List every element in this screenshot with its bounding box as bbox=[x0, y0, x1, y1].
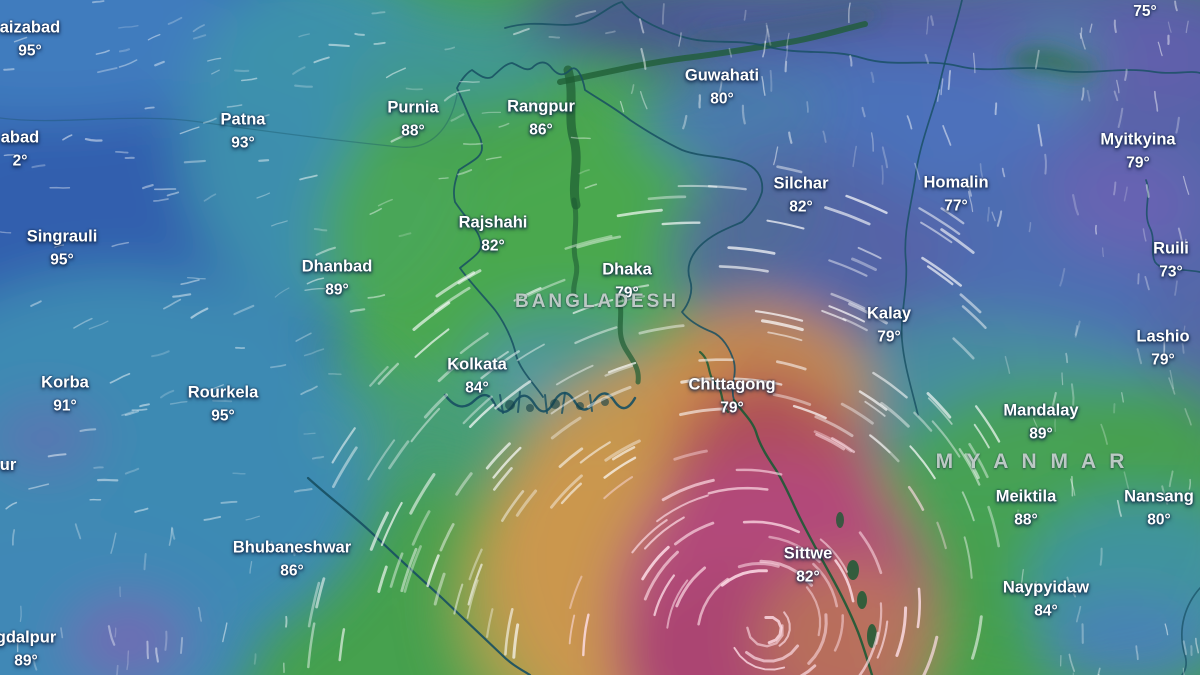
city-name: Dhanbad bbox=[301, 257, 373, 276]
city-label-bhubaneshwar[interactable]: Bhubaneshwar 86° bbox=[232, 538, 352, 579]
city-name: Meiktila bbox=[995, 487, 1057, 506]
city-temperature: 82° bbox=[796, 568, 820, 585]
city-label-rajshahi[interactable]: Rajshahi 82° bbox=[458, 213, 528, 254]
city-name: Naypyidaw bbox=[1002, 578, 1090, 597]
terrain-shading bbox=[689, 10, 1097, 78]
city-name: Kolkata bbox=[447, 355, 507, 374]
city-label-kalay[interactable]: Kalay 79° bbox=[866, 304, 912, 345]
city-label-ruili[interactable]: Ruili 73° bbox=[1153, 239, 1189, 280]
city-temperature: 89° bbox=[1029, 425, 1053, 442]
city-label-singrauli[interactable]: Singrauli 95° bbox=[26, 227, 98, 268]
city-name: Rangpur bbox=[507, 97, 575, 116]
city-name: Singrauli bbox=[26, 227, 98, 246]
city-label-gdalpur[interactable]: gdalpur 89° bbox=[0, 628, 57, 669]
city-label-naypyidaw[interactable]: Naypyidaw 84° bbox=[1002, 578, 1090, 619]
city-label-korba[interactable]: Korba 91° bbox=[41, 373, 89, 414]
city-temperature: 89° bbox=[14, 652, 38, 669]
city-name: aizabad bbox=[0, 18, 61, 37]
city-temperature: 86° bbox=[280, 562, 304, 579]
city-temperature: 79° bbox=[615, 284, 639, 301]
city-name: ur bbox=[0, 455, 17, 474]
city-temperature: 84° bbox=[1034, 602, 1058, 619]
city-label-myitkyina[interactable]: Myitkyina 79° bbox=[1100, 130, 1176, 171]
city-label-guwahati[interactable]: Guwahati 80° bbox=[684, 66, 760, 107]
city-label-ur[interactable]: ur bbox=[0, 457, 16, 474]
city-temperature: 79° bbox=[1126, 154, 1150, 171]
city-temperature: 73° bbox=[1159, 263, 1183, 280]
city-name: Purnia bbox=[387, 98, 439, 117]
city-name: Homalin bbox=[923, 173, 989, 192]
city-temperature: 95° bbox=[211, 407, 235, 424]
city-name: Patna bbox=[220, 110, 266, 129]
city-label-homalin[interactable]: Homalin 77° bbox=[923, 173, 989, 214]
city-temperature: 95° bbox=[50, 251, 74, 268]
city-label-aizabad[interactable]: aizabad 95° bbox=[0, 18, 61, 59]
city-name: Bhubaneshwar bbox=[232, 538, 352, 557]
city-temperature: 93° bbox=[231, 134, 255, 151]
city-label-rourkela[interactable]: Rourkela 95° bbox=[187, 383, 259, 424]
city-temperature: 79° bbox=[877, 328, 901, 345]
city-label-meiktila[interactable]: Meiktila 88° bbox=[995, 487, 1057, 528]
city-temperature: 88° bbox=[401, 122, 425, 139]
city-label-abad[interactable]: abad 2° bbox=[0, 128, 40, 169]
city-temperature: 86° bbox=[529, 121, 553, 138]
city-temperature: 79° bbox=[720, 399, 744, 416]
city-name: Dhaka bbox=[602, 260, 652, 279]
city-temperature: 79° bbox=[1151, 351, 1175, 368]
city-name: Korba bbox=[41, 373, 89, 392]
city-name: Lashio bbox=[1136, 327, 1190, 346]
city-temperature: 82° bbox=[789, 198, 813, 215]
city-temperature: 91° bbox=[53, 397, 77, 414]
city-name: Ruili bbox=[1153, 239, 1189, 258]
city-label-sittwe[interactable]: Sittwe 82° bbox=[783, 544, 833, 585]
city-name: Mandalay bbox=[1003, 401, 1079, 420]
city-label-rangpur[interactable]: Rangpur 86° bbox=[507, 97, 575, 138]
city-temperature: 88° bbox=[1014, 511, 1038, 528]
city-name: Kalay bbox=[866, 304, 912, 323]
city-name: abad bbox=[0, 128, 40, 147]
rivers bbox=[557, 21, 868, 385]
city-label-silchar[interactable]: Silchar 82° bbox=[773, 174, 829, 215]
city-label-dhanbad[interactable]: Dhanbad 89° bbox=[301, 257, 373, 298]
city-name: Rourkela bbox=[187, 383, 259, 402]
city-temperature: 95° bbox=[18, 42, 42, 59]
city-label-lashio[interactable]: Lashio 79° bbox=[1136, 327, 1190, 368]
city-name: Rajshahi bbox=[458, 213, 528, 232]
city-temperature: 80° bbox=[710, 90, 734, 107]
city-label-chittagong[interactable]: Chittagong 79° bbox=[688, 375, 776, 416]
city-temperature: 82° bbox=[481, 237, 505, 254]
city-name: Myitkyina bbox=[1100, 130, 1176, 149]
city-label-mandalay[interactable]: Mandalay 89° bbox=[1003, 401, 1079, 442]
city-label-kolkata[interactable]: Kolkata 84° bbox=[447, 355, 507, 396]
city-label-nansang[interactable]: Nansang 80° bbox=[1124, 487, 1194, 528]
city-temperature: 80° bbox=[1147, 511, 1171, 528]
city-label-dhaka[interactable]: Dhaka 79° bbox=[602, 260, 652, 301]
city-temperature: 2° bbox=[12, 152, 28, 169]
city-label-patna[interactable]: Patna 93° bbox=[220, 110, 266, 151]
city-name: Guwahati bbox=[684, 66, 760, 85]
city-name: Silchar bbox=[773, 174, 829, 193]
city-name: Nansang bbox=[1124, 487, 1194, 506]
city-temperature: 77° bbox=[944, 197, 968, 214]
city-temperature: 84° bbox=[465, 379, 489, 396]
city-name: Sittwe bbox=[783, 544, 833, 563]
city-temperature: 89° bbox=[325, 281, 349, 298]
city-label-purnia[interactable]: Purnia 88° bbox=[387, 98, 439, 139]
city-name: gdalpur bbox=[0, 628, 57, 647]
city-name: Chittagong bbox=[688, 375, 776, 394]
